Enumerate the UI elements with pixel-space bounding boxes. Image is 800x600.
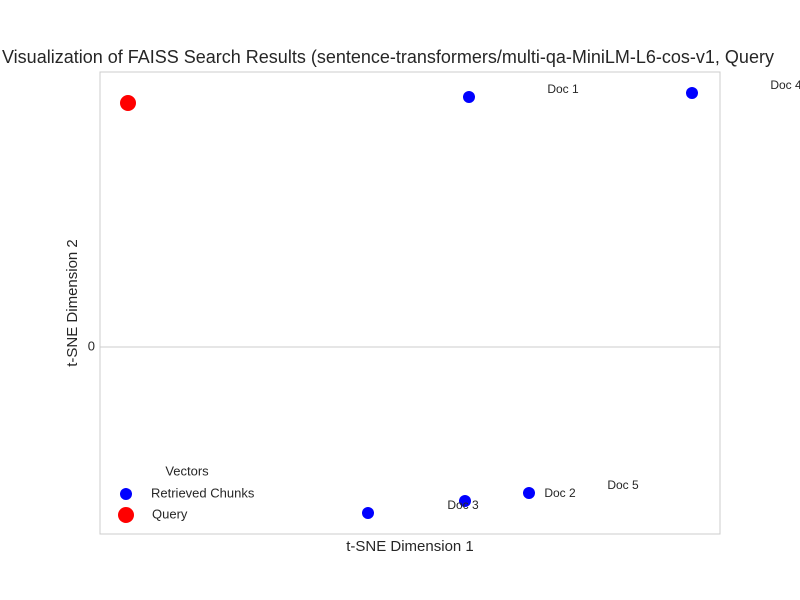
legend-marker — [120, 488, 132, 500]
legend-label: Retrieved Chunks — [151, 485, 255, 500]
legend-marker — [118, 507, 134, 523]
chart-title: Visualization of FAISS Search Results (s… — [2, 47, 774, 67]
point — [459, 495, 471, 507]
plot-frame — [99, 71, 721, 535]
point — [523, 487, 535, 499]
point — [120, 95, 136, 111]
x-axis-label: t-SNE Dimension 1 — [346, 538, 474, 555]
annotation: Doc 1 — [547, 82, 579, 96]
point — [362, 507, 374, 519]
legend-title: Vectors — [165, 463, 209, 478]
y-tick-label: 0 — [88, 338, 95, 353]
point — [686, 87, 698, 99]
y-axis-label: t-SNE Dimension 2 — [64, 239, 81, 367]
annotation: Doc 2 — [544, 486, 576, 500]
legend-label: Query — [152, 506, 188, 521]
annotation: Doc 3 — [447, 498, 479, 512]
annotation: Doc 5 — [607, 478, 639, 492]
point — [463, 91, 475, 103]
annotation: Doc 4 — [770, 78, 800, 92]
